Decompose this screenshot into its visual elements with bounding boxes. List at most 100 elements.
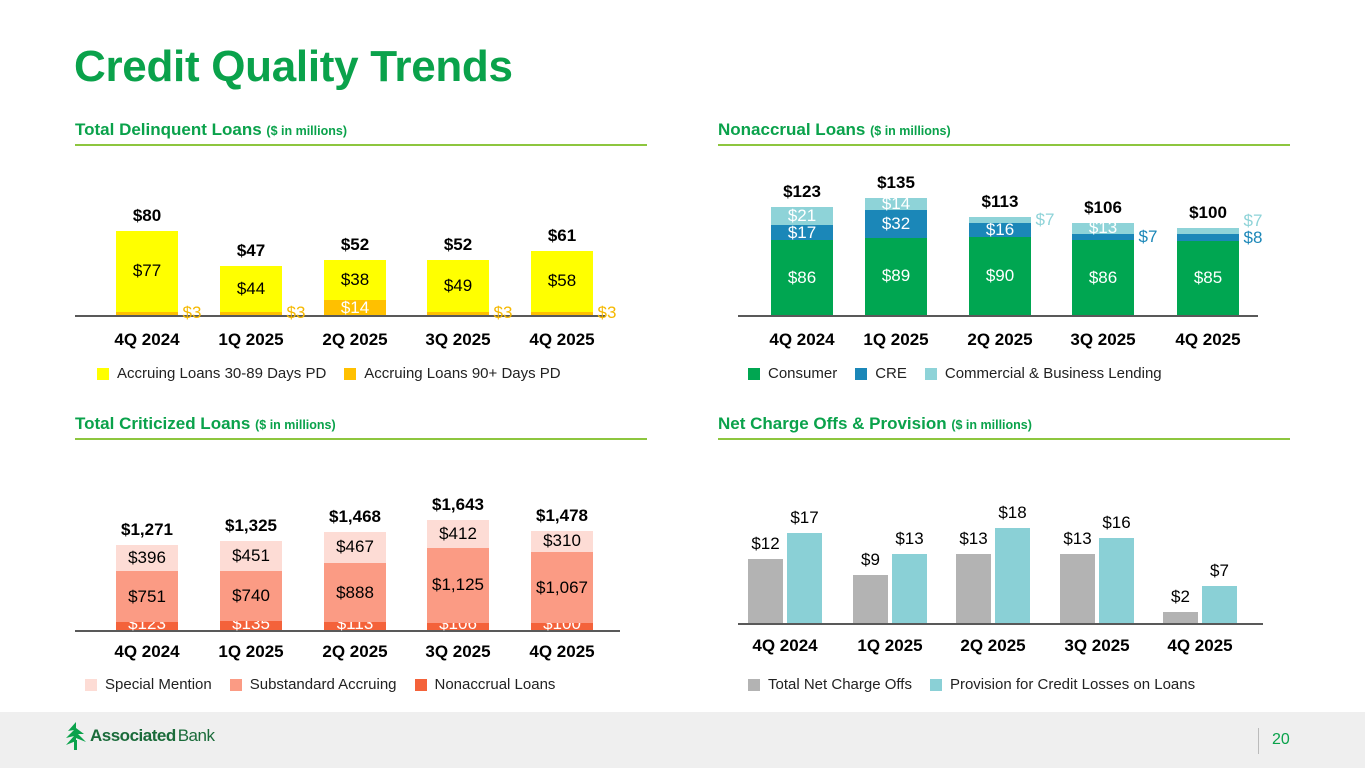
x-tick-label: 3Q 2025 (1064, 636, 1130, 655)
bar-segment (1072, 240, 1134, 315)
data-label: $44 (236, 278, 266, 298)
bar-segment (427, 519, 489, 548)
data-label: $16 (985, 219, 1015, 239)
total-label: $135 (877, 172, 915, 192)
x-axis-line (738, 623, 1263, 625)
legend-label: Accruing Loans 90+ Days PD (364, 365, 561, 382)
data-label: $14 (340, 297, 370, 317)
x-tick-label: 3Q 2025 (425, 642, 491, 661)
legend-label: Commercial & Business Lending (944, 365, 1162, 382)
legend-swatch (924, 367, 937, 380)
delinquent-loans-chart: Total Delinquent Loans ($ in millions) $3… (75, 120, 649, 400)
legend-item: Commercial & Business Lending (924, 365, 1162, 382)
x-axis-line (75, 315, 605, 317)
data-label: $14 (881, 193, 911, 213)
chart-subtitle: ($ in millions) (870, 124, 951, 138)
bar (1099, 538, 1134, 623)
x-tick-label: 4Q 2024 (769, 330, 835, 349)
bar (995, 527, 1030, 623)
bar-segment (1177, 228, 1239, 235)
x-tick-label: 4Q 2024 (114, 642, 180, 661)
total-label: $61 (547, 225, 577, 245)
bar-segment (1177, 234, 1239, 242)
chart-title: Net Charge Offs & Provision ($ in millio… (718, 414, 1032, 434)
legend-swatch (855, 367, 868, 380)
bar-segment (324, 562, 386, 623)
data-label: $8 (1243, 227, 1263, 247)
x-tick-label: 4Q 2025 (529, 330, 595, 349)
chart-subtitle: ($ in millions) (266, 124, 347, 138)
chart-title: Total Criticized Loans ($ in millions) (75, 414, 336, 434)
x-tick-label: 1Q 2025 (218, 642, 284, 661)
bar-segment (427, 622, 489, 630)
criticized-loans-chart: Total Criticized Loans ($ in millions) $1… (75, 414, 649, 694)
bar-segment (771, 207, 833, 226)
legend-swatch (748, 678, 760, 691)
bar-segment (969, 216, 1031, 223)
page-number: 20 (1272, 731, 1290, 748)
bar-segment (1072, 222, 1134, 235)
data-label: $7 (1035, 209, 1055, 229)
bar-segment (427, 260, 489, 312)
legend-label: Nonaccrual Loans (434, 676, 556, 693)
total-label: $123 (783, 182, 821, 202)
bar (1202, 585, 1237, 623)
chart-title-text: Nonaccrual Loans (718, 120, 866, 139)
bar-segment (531, 250, 593, 312)
bar-segment (220, 541, 282, 572)
x-tick-label: 1Q 2025 (857, 636, 923, 655)
bar-segment (324, 531, 386, 563)
data-label: $77 (132, 261, 162, 281)
bar-segment (1072, 234, 1134, 241)
x-tick-label: 3Q 2025 (425, 330, 491, 349)
bar-segment (865, 209, 927, 238)
chart-subtitle: ($ in millions) (951, 418, 1032, 432)
data-label: $1,067 (536, 577, 588, 597)
data-label: $467 (336, 537, 374, 557)
page-title: Credit Quality Trends (74, 42, 513, 91)
data-label: $21 (787, 206, 817, 226)
bar-segment (116, 311, 178, 315)
bar-segment (771, 225, 833, 241)
bar-segment (220, 311, 282, 315)
legend-item: Provision for Credit Losses on Loans (929, 676, 1195, 693)
nonaccrual-loans-chart: Nonaccrual Loans ($ in millions) $86 $17 $2… (718, 120, 1292, 400)
bar-segment (531, 623, 593, 630)
bar-segment (531, 531, 593, 552)
legend-swatch (229, 678, 242, 691)
legend-swatch (929, 678, 942, 691)
chart-title-text: Total Criticized Loans (75, 414, 251, 433)
x-tick-label: 1Q 2025 (863, 330, 929, 349)
bar-segment (116, 621, 178, 630)
bar-segment (116, 544, 178, 572)
data-label: $12 (751, 534, 780, 554)
data-label: $38 (340, 270, 370, 290)
bar-segment (969, 222, 1031, 237)
x-tick-label: 2Q 2025 (322, 642, 388, 661)
bar-segment (1177, 241, 1239, 315)
legend-label: Accruing Loans 30-89 Days PD (117, 365, 327, 382)
data-label: $9 (861, 550, 880, 570)
data-label: $13 (1063, 529, 1092, 549)
legend-swatch (414, 678, 427, 691)
total-label: $52 (443, 235, 473, 255)
legend-item: Nonaccrual Loans (414, 676, 556, 693)
x-axis-line (75, 630, 620, 632)
data-label: $3 (597, 303, 617, 323)
bar-segment (324, 260, 386, 301)
total-label: $100 (1189, 203, 1227, 222)
data-label: $13 (895, 529, 924, 549)
legend-label: Substandard Accruing (249, 676, 397, 693)
bar-segment (116, 231, 178, 312)
legend-item: Accruing Loans 30-89 Days PD (97, 365, 326, 382)
bar-segment (865, 197, 927, 210)
data-label: $3 (182, 303, 202, 323)
data-label: $310 (543, 531, 581, 551)
x-tick-label: 4Q 2025 (1175, 330, 1241, 349)
bar-segment (969, 236, 1031, 315)
bar-segment (865, 237, 927, 315)
total-label: $106 (1084, 197, 1122, 217)
data-label: $7 (1210, 560, 1229, 580)
x-tick-label: 2Q 2025 (967, 330, 1033, 349)
legend-swatch (97, 367, 109, 380)
